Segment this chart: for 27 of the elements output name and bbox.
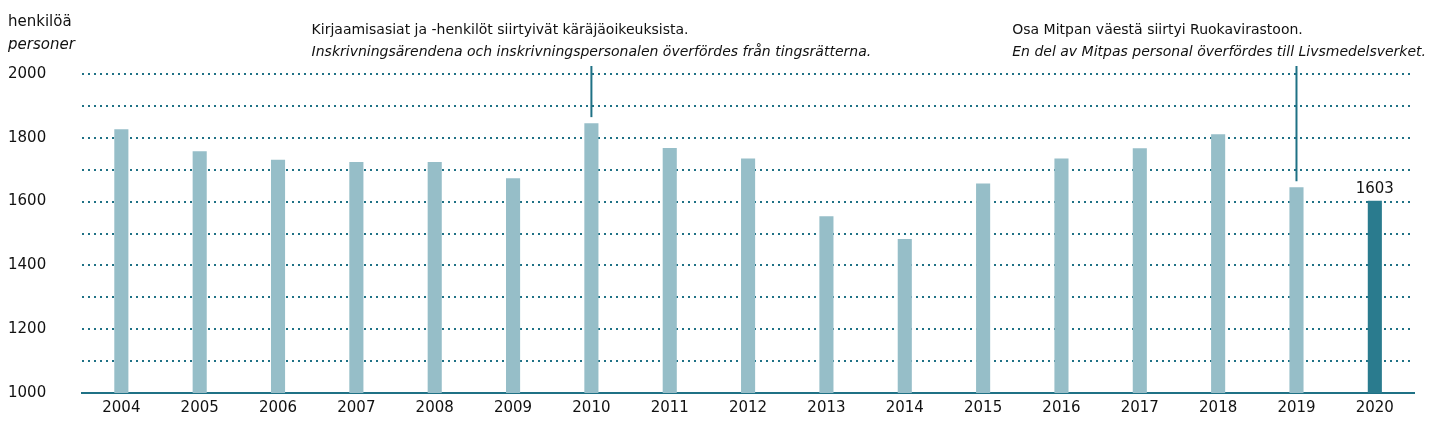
x-tick-label: 2004: [102, 397, 141, 416]
annotation: Osa Mitpan väestä siirtyi Ruokavirastoon. En del av Mitpas personal överfördes till Livsmedelsverket.: [1012, 21, 1427, 59]
data-label: 1603: [1355, 178, 1394, 197]
x-tick-label: 2019: [1277, 397, 1316, 416]
y-tick-label: 1800: [8, 127, 47, 146]
y-tick-label: 1400: [8, 255, 47, 274]
x-tick-label: 2012: [728, 397, 768, 416]
x-tick-label: 2010: [572, 397, 611, 416]
x-tick-label: 2009: [493, 397, 533, 416]
x-tick-label: 2016: [1042, 397, 1081, 416]
x-tick-label: 2018: [1199, 397, 1238, 416]
y-tick-label: 1000: [8, 382, 47, 401]
x-tick-label: 2007: [337, 397, 376, 416]
x-tick-label: 2008: [415, 397, 454, 416]
x-tick-label: 2017: [1120, 397, 1159, 416]
y-tick-label: 1600: [8, 191, 47, 210]
x-tick-label: 2005: [180, 397, 219, 416]
y-tick-label: 1200: [8, 319, 47, 338]
x-tick-label: 2013: [807, 397, 846, 416]
x-tick-label: 2014: [885, 397, 924, 416]
x-tick-label: 2020: [1355, 397, 1394, 416]
y-tick-label: 2000: [8, 63, 47, 82]
x-tick-label: 2011: [650, 397, 689, 416]
x-tick-label: 2015: [964, 397, 1003, 416]
y-axis-title: henkilöä personer: [7, 12, 76, 53]
x-tick-label: 2006: [258, 397, 298, 416]
annotation: Kirjaamisasiat ja -henkilöt siirtyivät käräjäoikeuksista. Inskrivningsärendena och inskrivningspersonalen överfördes från tingsrätterna.: [311, 21, 872, 59]
